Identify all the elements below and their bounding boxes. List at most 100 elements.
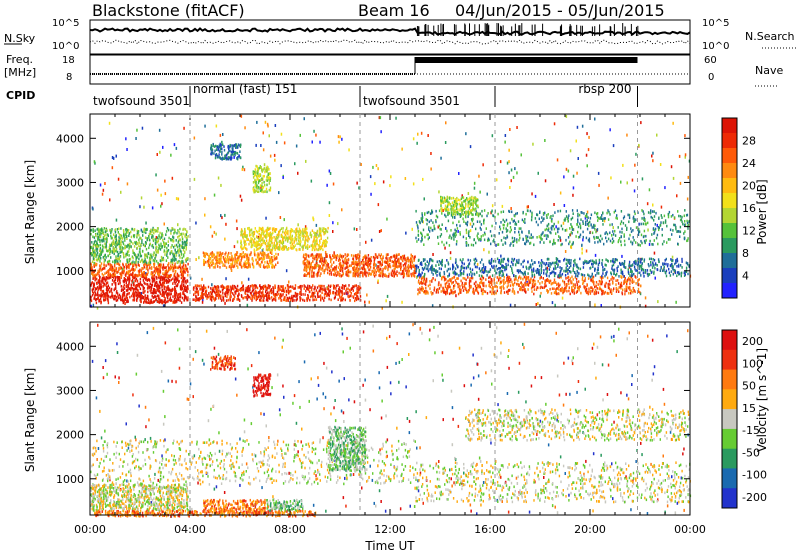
data-mark	[308, 284, 311, 288]
data-mark	[341, 284, 344, 287]
data-mark	[313, 287, 315, 291]
data-mark	[222, 252, 224, 255]
data-mark	[259, 166, 262, 170]
noise-mark	[640, 121, 642, 125]
data-mark	[285, 289, 288, 293]
cpid-label: CPID	[6, 89, 35, 102]
data-mark	[255, 298, 257, 302]
data-mark	[231, 260, 234, 264]
data-mark	[218, 293, 220, 297]
data-mark	[105, 271, 108, 274]
data-mark	[311, 275, 314, 278]
data-mark	[398, 259, 400, 263]
nsearch-label: N.Search	[745, 30, 795, 43]
data-mark	[314, 295, 317, 299]
data-mark	[289, 241, 291, 244]
data-mark	[144, 256, 146, 259]
noise-mark	[155, 236, 158, 239]
noise-mark	[412, 137, 415, 141]
data-mark	[262, 258, 264, 261]
data-mark	[258, 226, 261, 230]
noise-mark	[584, 223, 587, 226]
data-mark	[324, 289, 327, 293]
noise-mark	[120, 190, 122, 194]
data-mark	[197, 284, 199, 288]
data-mark	[92, 228, 94, 231]
data-mark	[145, 261, 148, 265]
noise-mark	[612, 226, 614, 230]
data-mark	[313, 273, 315, 277]
noise-mark	[236, 240, 239, 244]
data-mark	[407, 260, 410, 263]
data-mark	[325, 255, 327, 259]
data-mark	[135, 242, 138, 246]
data-mark	[222, 285, 224, 289]
data-mark	[129, 287, 131, 290]
data-mark	[291, 294, 293, 298]
data-mark	[184, 280, 187, 283]
data-mark	[182, 264, 185, 267]
data-mark	[132, 256, 134, 260]
data-mark	[280, 227, 283, 230]
data-mark	[151, 294, 153, 298]
noise-mark	[603, 219, 606, 223]
data-mark	[282, 287, 285, 291]
data-mark	[257, 252, 259, 255]
data-mark	[224, 264, 226, 267]
noise-mark	[652, 159, 654, 163]
noise-mark	[364, 300, 366, 304]
data-mark	[100, 283, 102, 286]
data-mark	[93, 265, 95, 268]
data-mark	[247, 257, 249, 261]
data-mark	[146, 265, 148, 268]
data-mark	[154, 257, 156, 260]
noise-mark	[639, 292, 642, 296]
data-mark	[178, 234, 180, 238]
data-mark	[186, 286, 188, 289]
data-mark	[345, 292, 347, 295]
data-mark	[195, 290, 198, 294]
data-mark	[140, 237, 142, 240]
data-mark	[163, 274, 165, 277]
data-mark	[361, 267, 364, 271]
data-mark	[139, 293, 141, 297]
data-mark	[323, 257, 326, 261]
data-mark	[97, 236, 100, 239]
data-mark	[323, 242, 326, 245]
data-mark	[168, 268, 170, 272]
data-mark	[223, 148, 226, 152]
data-mark	[201, 289, 203, 292]
data-mark	[109, 244, 112, 248]
data-mark	[103, 263, 105, 267]
data-mark	[115, 234, 117, 237]
data-mark	[195, 286, 198, 290]
data-mark	[152, 259, 154, 262]
data-mark	[146, 287, 149, 290]
data-mark	[213, 145, 216, 148]
data-mark	[344, 253, 346, 256]
data-mark	[329, 292, 332, 295]
data-mark	[332, 291, 334, 295]
data-mark	[246, 289, 248, 293]
data-mark	[218, 144, 220, 148]
data-mark	[172, 277, 174, 281]
data-mark	[339, 258, 341, 262]
data-mark	[240, 253, 242, 257]
data-mark	[290, 238, 292, 241]
data-mark	[187, 285, 189, 288]
data-mark	[345, 284, 347, 287]
data-mark	[91, 268, 93, 272]
data-mark	[274, 248, 276, 252]
data-mark	[162, 276, 164, 279]
noise-mark	[93, 160, 96, 164]
noise-mark	[145, 221, 147, 225]
data-mark	[243, 262, 245, 265]
data-mark	[387, 253, 389, 256]
data-mark	[165, 269, 168, 272]
data-mark	[159, 291, 161, 294]
data-mark	[148, 236, 150, 239]
data-mark	[156, 285, 158, 289]
data-mark	[149, 232, 152, 235]
data-mark	[255, 258, 257, 262]
data-mark	[145, 300, 147, 304]
